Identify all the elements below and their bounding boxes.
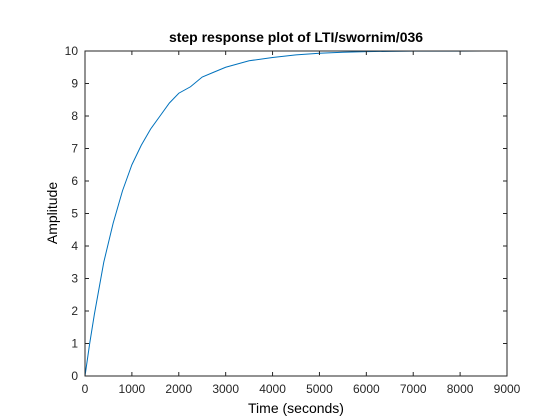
y-tick-label: 8 — [71, 109, 78, 123]
x-tick-label: 0 — [82, 382, 89, 396]
x-tick-label: 4000 — [259, 382, 286, 396]
chart-title: step response plot of LTI/swornim/036 — [169, 29, 423, 45]
x-tick-label: 3000 — [212, 382, 239, 396]
y-tick-label: 3 — [71, 272, 78, 286]
x-axis-tick-labels: 0 1000 2000 3000 4000 5000 6000 7000 8000 9000 — [82, 382, 521, 396]
x-tick-label: 7000 — [400, 382, 427, 396]
x-tick-label: 5000 — [306, 382, 333, 396]
y-tick-label: 7 — [71, 142, 78, 156]
plot-area — [85, 51, 507, 376]
y-axis-tick-labels: 0 1 2 3 4 5 6 7 8 9 10 — [65, 44, 79, 383]
y-tick-label: 4 — [71, 239, 78, 253]
y-tick-label: 5 — [71, 207, 78, 221]
x-tick-label: 6000 — [353, 382, 380, 396]
x-tick-label: 9000 — [494, 382, 521, 396]
x-axis-ticks — [84, 51, 508, 376]
y-axis-ticks — [85, 50, 507, 377]
y-tick-label: 10 — [65, 44, 79, 58]
x-axis-label: Time (seconds) — [248, 400, 344, 416]
y-tick-label: 1 — [71, 337, 78, 351]
x-tick-label: 1000 — [119, 382, 146, 396]
y-tick-label: 6 — [71, 174, 78, 188]
x-tick-label: 2000 — [165, 382, 192, 396]
y-tick-label: 2 — [71, 304, 78, 318]
y-tick-label: 0 — [71, 369, 78, 383]
y-tick-label: 9 — [71, 77, 78, 91]
y-axis-label: Amplitude — [44, 182, 60, 244]
x-tick-label: 8000 — [447, 382, 474, 396]
